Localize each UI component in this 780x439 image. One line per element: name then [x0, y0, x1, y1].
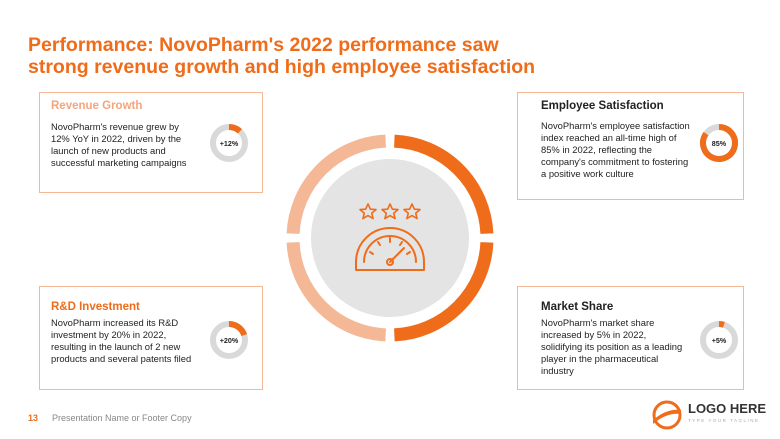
rnd-investment-donut: +20%: [210, 321, 248, 359]
employee-satisfaction-card: Employee Satisfaction NovoPharm's employ…: [517, 92, 744, 200]
revenue-growth-donut: +12%: [210, 124, 248, 162]
ring-segment: [393, 241, 494, 342]
logo: LOGO HERE TYPE YOUR TAGLINE: [650, 398, 775, 432]
footer-text: Presentation Name or Footer Copy: [52, 413, 192, 423]
revenue-growth-card: Revenue Growth NovoPharm's revenue grew …: [39, 92, 263, 193]
donut-value-arc: [700, 124, 738, 162]
title-line-1: Performance: NovoPharm's 2022 performanc…: [28, 34, 499, 56]
donut-value-arc: [718, 320, 725, 328]
market-share-text: NovoPharm's market share increased by 5%…: [541, 317, 683, 376]
logo-mark-icon: [652, 400, 682, 430]
market-share-donut: +5%: [700, 320, 738, 359]
revenue-growth-text: NovoPharm's revenue grew by 12% YoY in 2…: [51, 121, 187, 168]
title-line-2: strong revenue growth and high employee …: [28, 56, 536, 78]
market-share-card: Market Share NovoPharm's market share in…: [517, 286, 744, 390]
stars-icon: [359, 203, 421, 220]
donut-label: +5%: [712, 336, 727, 345]
rnd-investment-text: NovoPharm increased its R&D investment b…: [51, 317, 192, 364]
donut-value-arc: [228, 124, 243, 134]
speedometer-icon: [355, 227, 425, 271]
employee-satisfaction-donut: 85%: [700, 124, 738, 162]
revenue-growth-heading: Revenue Growth: [51, 100, 143, 112]
employee-satisfaction-heading: Employee Satisfaction: [541, 100, 664, 112]
page-number: 13: [28, 413, 39, 423]
rnd-investment-heading: R&D Investment: [51, 301, 140, 313]
ring-segment: [286, 134, 387, 235]
donut-value-arc: [228, 321, 248, 337]
donut-label: +12%: [220, 139, 239, 148]
donut-label: +20%: [220, 336, 239, 345]
center-graphic: [286, 134, 494, 342]
market-share-heading: Market Share: [541, 301, 614, 313]
employee-satisfaction-text: NovoPharm's employee satisfaction index …: [541, 120, 690, 179]
ring-segment: [393, 134, 494, 235]
segmented-ring: [286, 134, 494, 342]
donut-label: 85%: [712, 139, 727, 148]
rnd-investment-card: R&D Investment NovoPharm increased its R…: [39, 286, 263, 390]
slide-title: Performance: NovoPharm's 2022 performanc…: [28, 34, 588, 78]
ring-segment: [286, 241, 387, 342]
logo-text: LOGO HERE: [688, 401, 767, 416]
logo-tagline: TYPE YOUR TAGLINE: [688, 418, 760, 423]
